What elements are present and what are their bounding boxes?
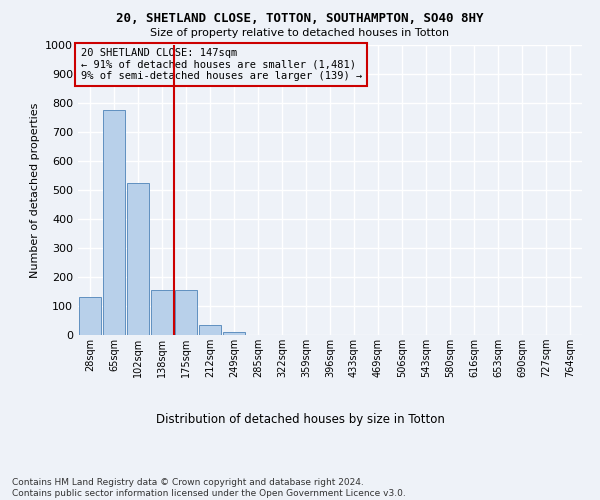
Bar xyxy=(223,332,245,335)
Text: Contains HM Land Registry data © Crown copyright and database right 2024.
Contai: Contains HM Land Registry data © Crown c… xyxy=(12,478,406,498)
Bar xyxy=(79,298,101,335)
Bar xyxy=(199,325,221,335)
Text: 20, SHETLAND CLOSE, TOTTON, SOUTHAMPTON, SO40 8HY: 20, SHETLAND CLOSE, TOTTON, SOUTHAMPTON,… xyxy=(116,12,484,26)
Text: Size of property relative to detached houses in Totton: Size of property relative to detached ho… xyxy=(151,28,449,38)
Bar xyxy=(103,110,125,335)
Text: 20 SHETLAND CLOSE: 147sqm
← 91% of detached houses are smaller (1,481)
9% of sem: 20 SHETLAND CLOSE: 147sqm ← 91% of detac… xyxy=(80,48,362,81)
Y-axis label: Number of detached properties: Number of detached properties xyxy=(29,102,40,278)
Bar xyxy=(127,182,149,335)
Text: Distribution of detached houses by size in Totton: Distribution of detached houses by size … xyxy=(155,412,445,426)
Bar xyxy=(175,290,197,335)
Bar xyxy=(151,290,173,335)
